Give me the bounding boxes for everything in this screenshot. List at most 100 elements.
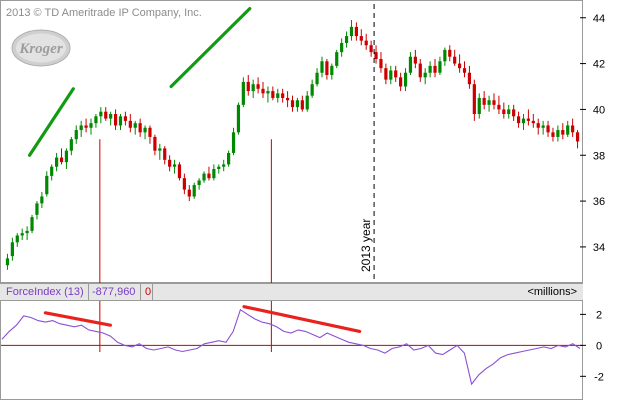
candle-body: [507, 109, 511, 114]
header-divider: [88, 284, 89, 300]
candle-body: [138, 123, 142, 133]
candle-body: [512, 109, 516, 117]
kroger-logo: Kroger: [11, 29, 71, 67]
candle-body: [438, 61, 442, 73]
candle-body: [177, 164, 182, 179]
candle-body: [271, 91, 275, 98]
candle-body: [310, 84, 314, 96]
candle-body: [266, 91, 270, 94]
indicator-value: -877,960: [92, 286, 136, 298]
candle-body: [364, 40, 368, 46]
candle-body: [79, 125, 83, 131]
candle-body: [384, 68, 388, 80]
candle-body: [428, 65, 432, 73]
candle-body: [521, 118, 526, 124]
candle-body: [74, 130, 78, 140]
candle-body: [113, 114, 118, 126]
candle-body: [123, 116, 128, 121]
candle-body: [5, 258, 10, 266]
candle-body: [217, 166, 221, 169]
force-index-trendline: [43, 311, 112, 327]
candle-body: [526, 118, 530, 121]
candle-body: [413, 56, 417, 64]
candle-body: [305, 95, 309, 110]
candle-body: [207, 173, 211, 179]
candle-body: [418, 63, 422, 78]
candle-body: [551, 132, 555, 137]
candle-body: [462, 68, 467, 73]
candle-body: [457, 63, 462, 69]
candle-body: [546, 125, 550, 133]
price-tick-label: 38: [593, 150, 605, 162]
indicator-zero: 0: [145, 286, 152, 298]
candle-body: [330, 65, 334, 76]
candle-body: [168, 159, 172, 167]
candle-body: [335, 52, 339, 66]
candle-body: [556, 130, 560, 137]
copyright-text: 2013 © TD Ameritrade IP Company, Inc.: [6, 7, 202, 19]
candle-body: [453, 56, 457, 64]
candle-body: [172, 164, 177, 167]
force-index-layer: [1, 305, 582, 386]
price-tick-label: 40: [593, 104, 605, 116]
candle-body: [246, 81, 250, 92]
candle-body: [276, 93, 280, 98]
candle-body: [143, 127, 147, 133]
candle-body: [315, 72, 319, 85]
candle-body: [369, 45, 373, 53]
candle-body: [502, 109, 506, 114]
indicator-name: ForceIndex (13): [6, 286, 84, 298]
candle-body: [104, 111, 108, 119]
candle-body: [467, 72, 472, 85]
fi-tick-label: 0: [596, 340, 602, 352]
candle-body: [99, 111, 103, 117]
candle-body: [295, 100, 300, 108]
candle-body: [443, 49, 447, 62]
candle-body: [394, 70, 398, 78]
header-divider: [152, 284, 153, 300]
candle-body: [109, 114, 113, 119]
candle-body: [487, 100, 491, 105]
price-layer: 2013 year: [5, 4, 580, 352]
candle-body: [35, 203, 39, 215]
indicator-units: <millions>: [527, 286, 577, 298]
price-tick-label: 36: [593, 196, 605, 208]
candle-body: [281, 93, 285, 98]
candle-body: [133, 123, 137, 128]
candle-body: [187, 189, 191, 197]
candle-body: [374, 52, 378, 59]
candle-body: [251, 84, 255, 92]
candle-body: [236, 104, 241, 133]
candle-body: [15, 235, 19, 243]
candle-body: [40, 196, 44, 204]
candle-body: [182, 178, 186, 190]
candle-body: [231, 132, 236, 153]
candle-body: [536, 123, 540, 128]
price-trendline: [169, 6, 252, 89]
candle-body: [261, 88, 265, 94]
fi-tick-label: 2: [596, 309, 602, 321]
candle-body: [227, 152, 231, 165]
candle-body: [344, 36, 349, 43]
candle-body: [241, 81, 245, 105]
candle-body: [389, 70, 393, 80]
candle-body: [192, 185, 196, 197]
candle-body: [10, 242, 14, 257]
candle-body: [472, 84, 476, 114]
candle-body: [94, 116, 98, 124]
candle-body: [340, 42, 344, 53]
candle-body: [222, 164, 226, 167]
candle-body: [59, 157, 64, 163]
year-divider-label: 2013 year: [359, 219, 373, 272]
candle-body: [45, 175, 49, 195]
candle-body: [482, 97, 486, 105]
axis-layer: 34 36 38 40 42 44 2 0 -2: [580, 13, 605, 383]
logo-text: Kroger: [18, 41, 63, 57]
force-index-line: [1, 308, 581, 386]
candle-body: [89, 123, 93, 128]
candle-body: [84, 125, 88, 128]
header-divider: [140, 284, 141, 300]
candle-body: [300, 100, 304, 110]
